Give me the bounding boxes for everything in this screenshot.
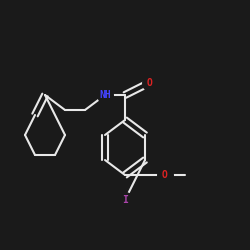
Text: I: I (122, 195, 128, 205)
Text: NH: NH (99, 90, 111, 100)
Text: O: O (162, 170, 168, 180)
Text: O: O (147, 78, 153, 88)
